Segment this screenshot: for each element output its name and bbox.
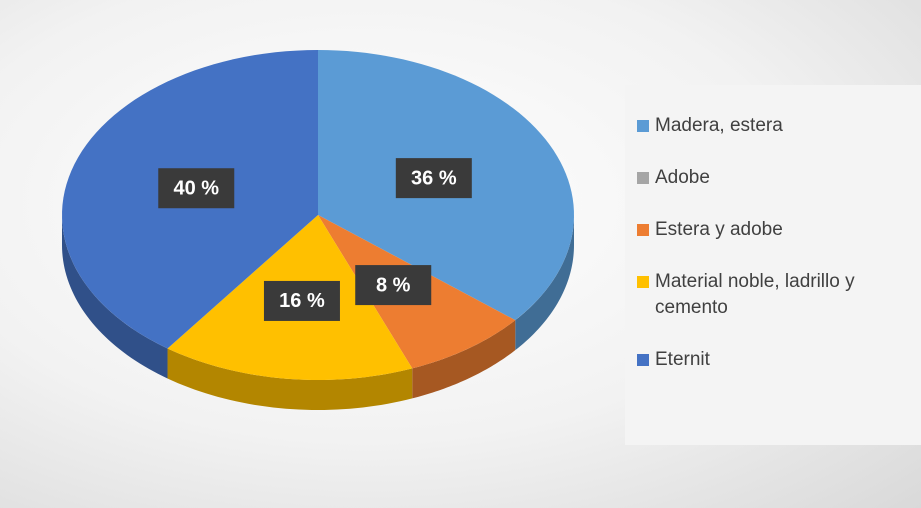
data-label-box <box>158 168 235 209</box>
legend-label: Estera y adobe <box>655 219 783 240</box>
data-label-box <box>395 158 472 199</box>
legend-label: Eternit <box>655 349 710 370</box>
slice-side <box>515 215 574 351</box>
legend-swatch <box>637 172 649 184</box>
legend-label: Madera, estera <box>655 115 783 136</box>
legend-swatch <box>637 120 649 132</box>
legend-swatch <box>637 224 649 236</box>
legend-label: Adobe <box>655 167 710 188</box>
data-label-text: 36 % <box>411 167 457 189</box>
legend-item: Eternit <box>637 347 911 373</box>
data-label-box <box>263 280 340 321</box>
legend: Madera, estera Adobe Estera y adobe Materia… <box>625 85 921 445</box>
slice-side <box>167 348 413 410</box>
data-label-box <box>355 265 432 306</box>
data-label: 8 % <box>355 265 432 306</box>
data-label: 36 % <box>395 158 472 199</box>
data-label-text: 16 % <box>279 290 325 312</box>
legend-item: Material noble, ladrillo y cemento <box>637 269 911 321</box>
slice-side <box>412 320 516 399</box>
slice-side <box>62 215 168 379</box>
legend-item: Adobe <box>637 165 911 191</box>
legend-label: Material noble, ladrillo y cemento <box>655 271 855 318</box>
legend-swatch <box>637 276 649 288</box>
legend-item: Madera, estera <box>637 113 911 139</box>
data-label-text: 40 % <box>173 178 219 200</box>
legend-item: Estera y adobe <box>637 217 911 243</box>
legend-swatch <box>637 354 649 366</box>
data-label-text: 8 % <box>376 274 411 296</box>
data-label: 40 % <box>158 168 235 209</box>
data-label: 16 % <box>263 280 340 321</box>
